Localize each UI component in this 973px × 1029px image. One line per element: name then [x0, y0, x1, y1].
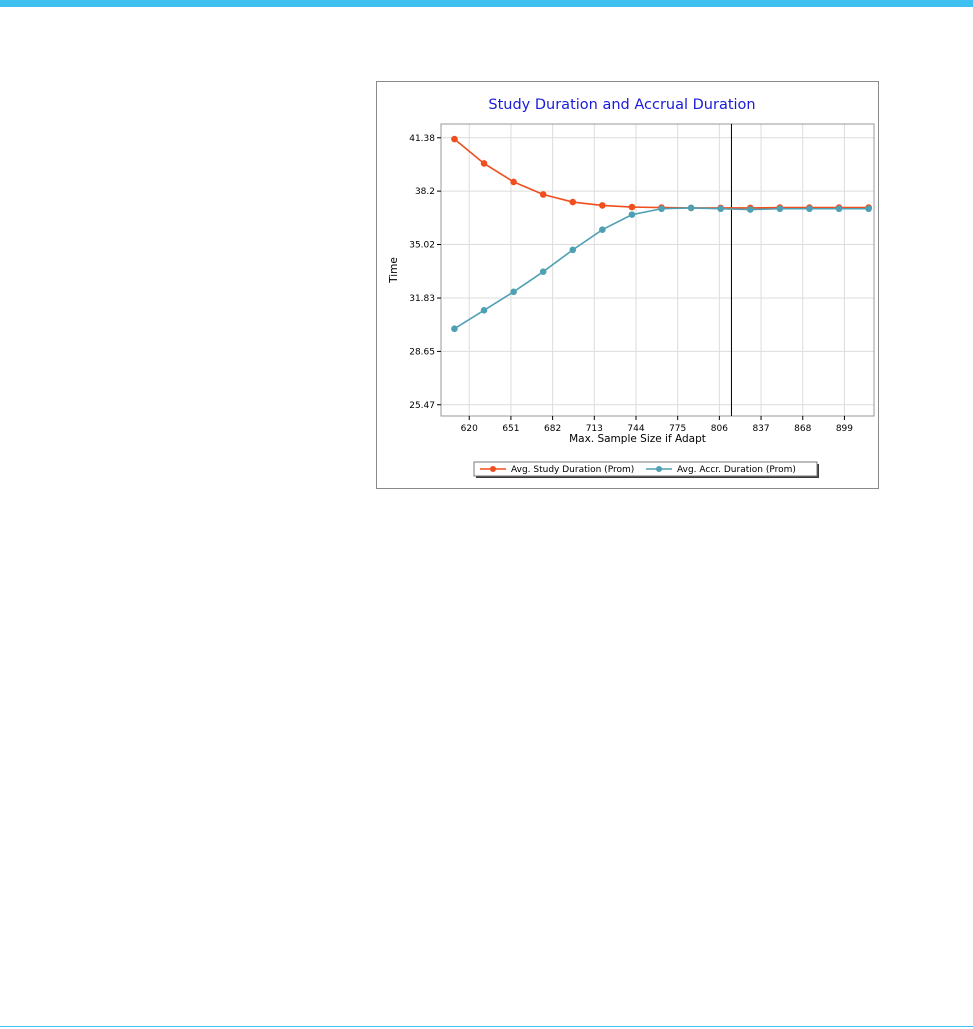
- top-accent-bar: [0, 0, 973, 7]
- data-point: [451, 135, 458, 143]
- data-point: [628, 211, 636, 218]
- y-tick-label: 28.65: [409, 347, 435, 357]
- data-point: [510, 288, 517, 296]
- y-tick-label: 35.02: [409, 240, 435, 250]
- y-tick-label: 38.2: [415, 187, 435, 197]
- data-point: [687, 204, 695, 212]
- chart-title: Study Duration and Accrual Duration: [488, 97, 755, 113]
- legend-box: [473, 461, 818, 477]
- series-line-0: [453, 138, 869, 209]
- x-axis-title: Max. Sample Size if Adapt: [569, 433, 706, 445]
- y-tick-label: 25.47: [409, 401, 435, 411]
- data-point: [599, 226, 606, 234]
- data-point: [806, 205, 813, 213]
- data-point: [569, 198, 577, 206]
- x-tick-label: 775: [669, 424, 686, 434]
- data-point: [480, 306, 488, 314]
- legend-swatch-marker: [490, 466, 496, 472]
- x-tick-label: 899: [836, 424, 853, 434]
- x-tick-label: 868: [794, 424, 811, 434]
- data-point: [717, 205, 725, 213]
- legend-swatch-marker: [656, 466, 662, 472]
- data-point: [480, 160, 488, 167]
- legend-label: Avg. Study Duration (Prom): [511, 465, 634, 475]
- data-point: [746, 206, 754, 213]
- y-tick-label: 31.83: [409, 294, 435, 304]
- legend: Avg. Study Duration (Prom) Avg. Accr. Dur…: [473, 461, 819, 478]
- data-point: [658, 205, 665, 213]
- x-tick-label: 682: [544, 424, 561, 434]
- x-tick-label: 837: [752, 424, 769, 434]
- data-point: [776, 205, 784, 213]
- chart-svg: Study Duration and Accrual Duration 620 6…: [388, 97, 875, 478]
- data-point: [451, 325, 458, 333]
- legend-label: Avg. Accr. Duration (Prom): [677, 465, 796, 475]
- data-point: [539, 191, 547, 198]
- data-point: [599, 202, 606, 209]
- bottom-rule: [0, 1026, 973, 1027]
- axis-ticks: 620 651 682 713 744 775 806 837 868 899 41.38 38.2 3…: [409, 134, 853, 434]
- data-point: [628, 203, 636, 211]
- data-point: [835, 205, 843, 213]
- data-point: [510, 178, 517, 186]
- series-layer: [451, 135, 872, 333]
- y-tick-label: 41.38: [409, 134, 435, 144]
- x-tick-label: 651: [502, 424, 519, 434]
- data-point: [539, 268, 547, 275]
- x-tick-label: 713: [586, 424, 603, 434]
- x-tick-label: 620: [461, 424, 478, 434]
- series-line-1: [454, 207, 869, 330]
- grid: [441, 124, 874, 416]
- data-point: [569, 246, 577, 254]
- chart-panel: Study Duration and Accrual Duration 620 6…: [376, 81, 879, 489]
- data-point: [865, 205, 872, 213]
- plot-area: [440, 123, 875, 417]
- x-tick-label: 806: [711, 424, 728, 434]
- y-axis-title: Time: [388, 257, 400, 284]
- x-tick-label: 744: [627, 424, 644, 434]
